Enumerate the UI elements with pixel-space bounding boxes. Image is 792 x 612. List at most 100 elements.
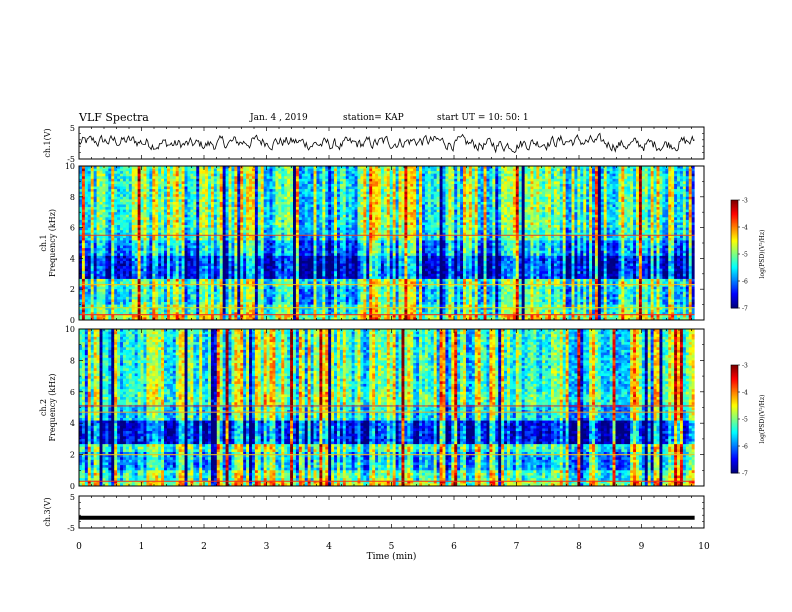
spectrogram-cell <box>185 197 188 200</box>
spectrogram-cell <box>146 199 149 202</box>
spectrogram-cell <box>507 184 510 187</box>
spectrogram-cell <box>437 220 440 223</box>
spectrogram-cell <box>258 171 261 174</box>
spectrogram-cell <box>167 192 170 195</box>
spectrogram-cell <box>264 205 267 208</box>
spectrogram-cell <box>287 212 290 215</box>
spectrogram-cell <box>533 212 536 215</box>
spectrogram-cell <box>486 222 489 225</box>
spectrogram-cell <box>416 222 419 225</box>
spectrogram-cell <box>469 217 472 220</box>
spectrogram-cell <box>117 181 120 184</box>
spectrogram-cell <box>460 171 463 174</box>
spectrogram-cell <box>428 199 431 202</box>
spectrogram-cell <box>173 169 176 172</box>
spectrogram-cell <box>572 220 575 223</box>
spectrogram-cell <box>651 217 654 220</box>
spectrogram-cell <box>126 171 129 174</box>
spectrogram-cell <box>275 197 278 200</box>
spectrogram-cell <box>639 189 642 192</box>
spectrogram-cell <box>325 210 328 213</box>
spectrogram-cell <box>100 199 103 202</box>
spectrogram-cell <box>193 171 196 174</box>
spectrogram-cell <box>252 187 255 190</box>
spectrogram-cell <box>202 174 205 177</box>
spectrogram-cell <box>404 199 407 202</box>
spectrogram-cell <box>372 187 375 190</box>
spectrogram-cell <box>340 184 343 187</box>
spectrogram-cell <box>528 212 531 215</box>
spectrogram-cell <box>88 210 91 213</box>
spectrogram-cell <box>428 212 431 215</box>
spectrogram-cell <box>443 205 446 208</box>
spectrogram-cell <box>551 174 554 177</box>
spectrogram-cell <box>252 210 255 213</box>
spectrogram-cell <box>528 176 531 179</box>
spectrogram-cell <box>328 220 331 223</box>
spectrogram-cell <box>334 181 337 184</box>
spectrogram-cell <box>639 197 642 200</box>
spectrogram-cell <box>665 174 668 177</box>
spectrogram-cell <box>167 217 170 220</box>
spectrogram-cell <box>630 187 633 190</box>
spectrogram-cell <box>284 202 287 205</box>
spectrogram-cell <box>522 212 525 215</box>
spectrogram-cell <box>193 181 196 184</box>
spectrogram-cell <box>196 205 199 208</box>
spectrogram-cell <box>123 205 126 208</box>
spectrogram-cell <box>431 207 434 210</box>
spectrogram-cell <box>563 197 566 200</box>
spectrogram-cell <box>161 197 164 200</box>
spectrogram-cell <box>662 171 665 174</box>
spectrogram-cell <box>431 199 434 202</box>
spectrogram-cell <box>539 217 542 220</box>
spectrogram-cell <box>278 205 281 208</box>
spectrogram-cell <box>607 194 610 197</box>
spectrogram-cell <box>372 192 375 195</box>
spectrogram-cell <box>445 169 448 172</box>
spectrogram-cell <box>261 179 264 182</box>
spectrogram-cell <box>569 181 572 184</box>
spectrogram-cell <box>308 205 311 208</box>
spectrogram-cell <box>381 169 384 172</box>
spectrogram-cell <box>448 199 451 202</box>
spectrogram-cell <box>659 181 662 184</box>
spectrogram-cell <box>146 222 149 225</box>
spectrogram-cell <box>319 194 322 197</box>
spectrogram-cell <box>554 197 557 200</box>
spectrogram-cell <box>111 169 114 172</box>
spectrogram-cell <box>346 171 349 174</box>
spectrogram-cell <box>472 179 475 182</box>
spectrogram-cell <box>677 187 680 190</box>
spectrogram-cell <box>135 207 138 210</box>
spectrogram-cell <box>595 184 598 187</box>
spectrogram-cell <box>510 215 513 218</box>
spectrogram-cell <box>199 199 202 202</box>
spectrogram-cell <box>692 207 695 210</box>
spectrogram-cell <box>586 179 589 182</box>
spectrogram-cell <box>308 217 311 220</box>
spectrogram-cell <box>185 171 188 174</box>
spectrogram-cell <box>190 187 193 190</box>
spectrogram-cell <box>293 222 296 225</box>
spectrogram-cell <box>431 187 434 190</box>
spectrogram-cell <box>375 220 378 223</box>
spectrogram-cell <box>284 199 287 202</box>
spectrogram-cell <box>486 189 489 192</box>
spectrogram-cell <box>557 176 560 179</box>
spectrogram-cell <box>630 205 633 208</box>
spectrogram-cell <box>369 181 372 184</box>
spectrogram-cell <box>179 192 182 195</box>
spectrogram-cell <box>355 222 358 225</box>
spectrogram-cell <box>399 194 402 197</box>
spectrogram-cell <box>319 176 322 179</box>
spectrogram-cell <box>440 202 443 205</box>
spectrogram-cell <box>613 222 616 225</box>
spectrogram-cell <box>205 184 208 187</box>
spectrogram-cell <box>223 202 226 205</box>
spectrogram-cell <box>648 189 651 192</box>
spectrogram-cell <box>659 220 662 223</box>
spectrogram-cell <box>516 179 519 182</box>
spectrogram-cell <box>363 207 366 210</box>
spectrogram-cell <box>111 199 114 202</box>
